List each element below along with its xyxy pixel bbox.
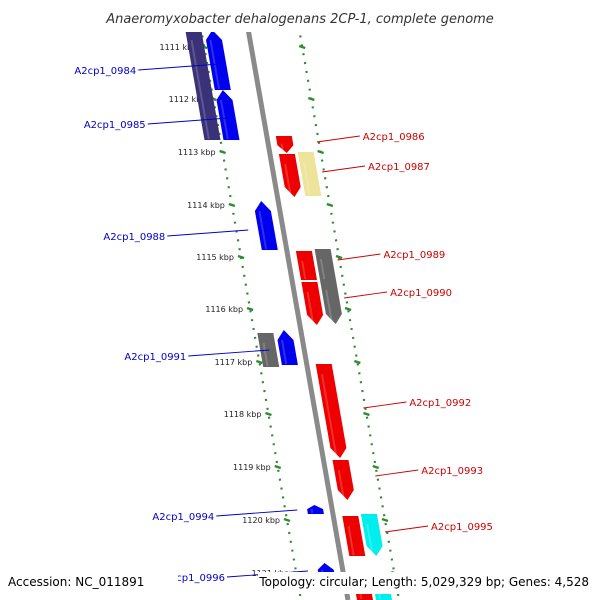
- gene-labels: A2cp1_0984 A2cp1_0985 A2cp1_0986 A2cp1_0987…: [74, 63, 493, 584]
- gene-shading: [320, 373, 338, 458]
- tick-label: 1115 kbp: [196, 253, 234, 262]
- gene-shading: [306, 291, 315, 325]
- tick-label: 1117 kbp: [215, 358, 253, 367]
- tick-mark: [265, 411, 272, 417]
- leader-line: [322, 165, 366, 173]
- tick-mark: [307, 96, 315, 102]
- tick-mark: [237, 254, 245, 260]
- gene-shading: [347, 525, 355, 556]
- tick-label: 1119 kbp: [233, 463, 271, 472]
- gene-blue-gene-5[interactable]: [216, 90, 240, 140]
- leader-line: [316, 135, 360, 143]
- gene-shading: [280, 339, 288, 365]
- gene-label-a2cp1_0992[interactable]: A2cp1_0992: [409, 398, 471, 409]
- gene-shading: [219, 99, 229, 140]
- gene-red-gene-18[interactable]: [315, 364, 347, 458]
- gene-shading: [302, 161, 311, 196]
- gene-red-gene-14[interactable]: [295, 251, 317, 280]
- gene-label-a2cp1_0989[interactable]: A2cp1_0989: [383, 250, 445, 261]
- gene-label-a2cp1_0987[interactable]: A2cp1_0987: [368, 162, 430, 173]
- topology-backdrop: [258, 572, 600, 594]
- leader-line: [147, 117, 229, 125]
- leader-line: [363, 401, 407, 409]
- tick-label: 1111 kbp: [160, 43, 198, 52]
- tick-mark: [298, 44, 306, 50]
- topology-text: Topology: circular; Length: 5,029,329 bp…: [258, 575, 589, 589]
- title-backdrop: [0, 0, 600, 32]
- tick-mark: [335, 254, 343, 260]
- gene-label-a2cp1_0990[interactable]: A2cp1_0990: [390, 288, 452, 299]
- gene-gray-gene-15[interactable]: [314, 249, 336, 280]
- tick-mark: [372, 464, 380, 470]
- tick-mark: [255, 359, 263, 365]
- tick-label: 1116 kbp: [205, 305, 243, 314]
- gene-label-a2cp1_0988[interactable]: A2cp1_0988: [103, 232, 165, 243]
- genome-title: Anaeromyxobacter dehalogenans 2CP-1, com…: [105, 12, 494, 27]
- tick-label: 1113 kbp: [178, 148, 216, 157]
- gene-label-a2cp1_0991[interactable]: A2cp1_0991: [124, 352, 186, 363]
- gene-label-a2cp1_0985[interactable]: A2cp1_0985: [84, 120, 146, 131]
- gene-red-gene-20[interactable]: [342, 516, 366, 556]
- gene-shading: [325, 289, 333, 324]
- tick-mark: [246, 306, 254, 312]
- tick-label: 1112 kbp: [169, 95, 207, 104]
- leader-line: [385, 525, 429, 533]
- leader-line: [337, 253, 381, 261]
- gene-shading: [337, 469, 345, 500]
- leader-line: [216, 509, 298, 517]
- gene-shading: [366, 523, 374, 556]
- gene-shading: [262, 342, 269, 367]
- gene-pale-yellow-gene-13[interactable]: [297, 152, 322, 196]
- tick-mark: [344, 306, 352, 312]
- kbp-ruler: 1111 kbp 1112 kbp 1113 kbp 1114 kbp 1115 kbp…: [160, 0, 401, 600]
- gene-shading: [310, 508, 314, 514]
- gene-label-a2cp1_0993[interactable]: A2cp1_0993: [421, 466, 483, 477]
- gene-label-a2cp1_0984[interactable]: A2cp1_0984: [74, 66, 136, 77]
- gene-red-gene-19[interactable]: [332, 460, 354, 500]
- tick-label: 1120 kbp: [242, 516, 280, 525]
- genome-backbone: [240, 0, 351, 600]
- gene-gray-gene-17[interactable]: [320, 280, 342, 324]
- gene-shading: [280, 143, 285, 153]
- gene-shading: [190, 39, 210, 140]
- accession-text: Accession: NC_011891: [8, 575, 144, 589]
- gene-red-gene-12[interactable]: [278, 154, 301, 197]
- gene-dark-purple-gene-3[interactable]: [185, 30, 221, 140]
- leader-line: [188, 349, 270, 357]
- leader-line: [138, 63, 220, 71]
- gene-label-a2cp1_0995[interactable]: A2cp1_0995: [431, 522, 493, 533]
- tick-mark: [283, 517, 291, 523]
- gene-blue-gene-8[interactable]: [277, 330, 298, 365]
- gene-blue-gene-9[interactable]: [307, 505, 324, 514]
- leader-line: [167, 229, 249, 237]
- gene-cyan-gene-21[interactable]: [360, 514, 383, 556]
- gene-red-gene-16[interactable]: [301, 282, 324, 325]
- leader-line: [375, 469, 419, 477]
- gene-label-a2cp1_0994[interactable]: A2cp1_0994: [152, 512, 214, 523]
- tick-mark: [326, 202, 334, 208]
- tick-mark: [381, 517, 389, 523]
- leader-line: [344, 291, 388, 299]
- gene-label-a2cp1_0986[interactable]: A2cp1_0986: [363, 132, 425, 143]
- accession-backdrop: [0, 572, 178, 594]
- gene-shading: [258, 210, 268, 250]
- tick-mark: [317, 149, 324, 155]
- tick-mark: [228, 202, 236, 208]
- tick-label: 1118 kbp: [224, 410, 262, 419]
- gene-shading: [301, 260, 307, 280]
- gene-blue-gene-4[interactable]: [206, 30, 231, 90]
- tick-mark: [363, 411, 370, 417]
- gene-red-gene-11[interactable]: [275, 136, 294, 153]
- tick-label: 1114 kbp: [187, 201, 225, 210]
- gene-shading: [319, 258, 326, 280]
- gene-label-a2cp1_0996[interactable]: A2cp1_0996: [163, 573, 225, 584]
- tick-mark: [274, 464, 282, 470]
- tick-mark: [353, 359, 361, 365]
- gene-shading: [284, 163, 292, 197]
- gene-blue-gene-6[interactable]: [254, 201, 278, 250]
- tick-mark: [219, 149, 226, 155]
